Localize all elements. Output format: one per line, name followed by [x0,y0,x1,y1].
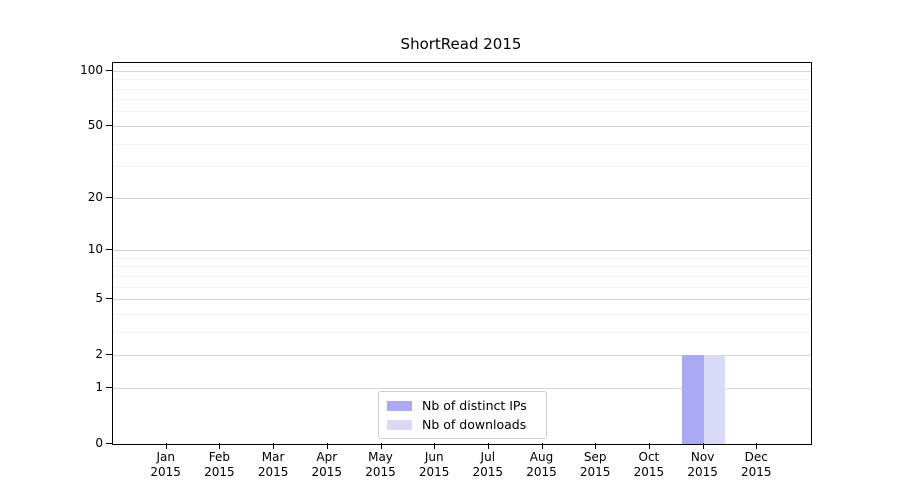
major-gridline [113,70,811,72]
legend-label-downloads: Nb of downloads [422,417,527,432]
x-tick-label: Jan 2015 [150,450,181,479]
x-tick-label: Nov 2015 [687,450,718,479]
legend-label-distinct-ips: Nb of distinct IPs [422,398,527,413]
y-tick-label: 2 [95,347,103,362]
x-tick-mark [380,443,382,449]
y-tick-label: 20 [87,189,103,204]
legend-item-downloads: Nb of downloads [387,417,537,432]
y-tick-mark [106,443,112,444]
minor-gridline [113,313,811,315]
major-gridline [113,299,811,300]
legend-swatch-downloads [387,419,412,430]
minor-gridline [113,143,811,145]
legend-item-distinct-ips: Nb of distinct IPs [387,398,537,413]
x-tick-mark [165,443,167,449]
x-tick-mark [273,443,275,449]
y-tick-mark [106,386,112,388]
plot-area [112,62,812,445]
y-tick-mark [106,354,112,356]
major-gridline [113,125,811,127]
x-tick-mark [648,443,650,449]
x-tick-label: Sep 2015 [579,450,611,479]
minor-gridline [113,79,811,81]
x-tick-mark [487,443,489,449]
minor-gridline [113,266,811,268]
x-tick-mark [434,443,436,449]
legend: Nb of distinct IPs Nb of downloads [378,391,547,439]
x-tick-mark [326,443,328,449]
bar-downloads [703,355,726,444]
x-tick-mark [756,443,758,449]
x-tick-mark [541,443,543,449]
y-tick-label: 10 [87,242,103,256]
x-tick-label: Feb 2015 [204,450,235,479]
x-tick-label: Jul 2015 [472,450,504,479]
minor-gridline [113,88,811,90]
y-tick-label: 100 [80,62,103,77]
x-tick-label: Jun 2015 [418,450,450,479]
minor-gridline [113,111,811,113]
y-tick-label: 50 [87,117,103,132]
x-tick-label: Dec 2015 [741,450,772,479]
minor-gridline [113,286,811,288]
x-tick-label: Aug 2015 [526,450,557,479]
minor-gridline [113,166,811,168]
legend-swatch-distinct-ips [387,400,412,411]
x-tick-label: Mar 2015 [257,450,289,479]
x-tick-label: May 2015 [365,450,396,479]
y-tick-mark [106,124,112,126]
x-tick-mark [595,443,597,449]
major-gridline [113,355,811,357]
minor-gridline [113,331,811,333]
major-gridline [113,387,811,389]
x-tick-mark [702,443,704,449]
x-tick-mark [219,443,221,449]
y-tick-mark [106,196,112,198]
y-tick-label: 1 [95,379,103,394]
minor-gridline [113,257,811,259]
chart-title: ShortRead 2015 [400,35,522,53]
major-gridline [113,250,811,251]
bar-distinct-ips [682,355,704,444]
minor-gridline [113,275,811,277]
y-tick-label: 5 [95,291,103,305]
y-tick-mark [106,298,112,299]
y-tick-label: 0 [95,436,103,450]
minor-gridline [113,99,811,101]
major-gridline [113,197,811,199]
x-tick-label: Apr 2015 [311,450,343,479]
x-tick-label: Oct 2015 [633,450,665,479]
y-tick-mark [106,249,112,250]
y-tick-mark [106,69,112,71]
